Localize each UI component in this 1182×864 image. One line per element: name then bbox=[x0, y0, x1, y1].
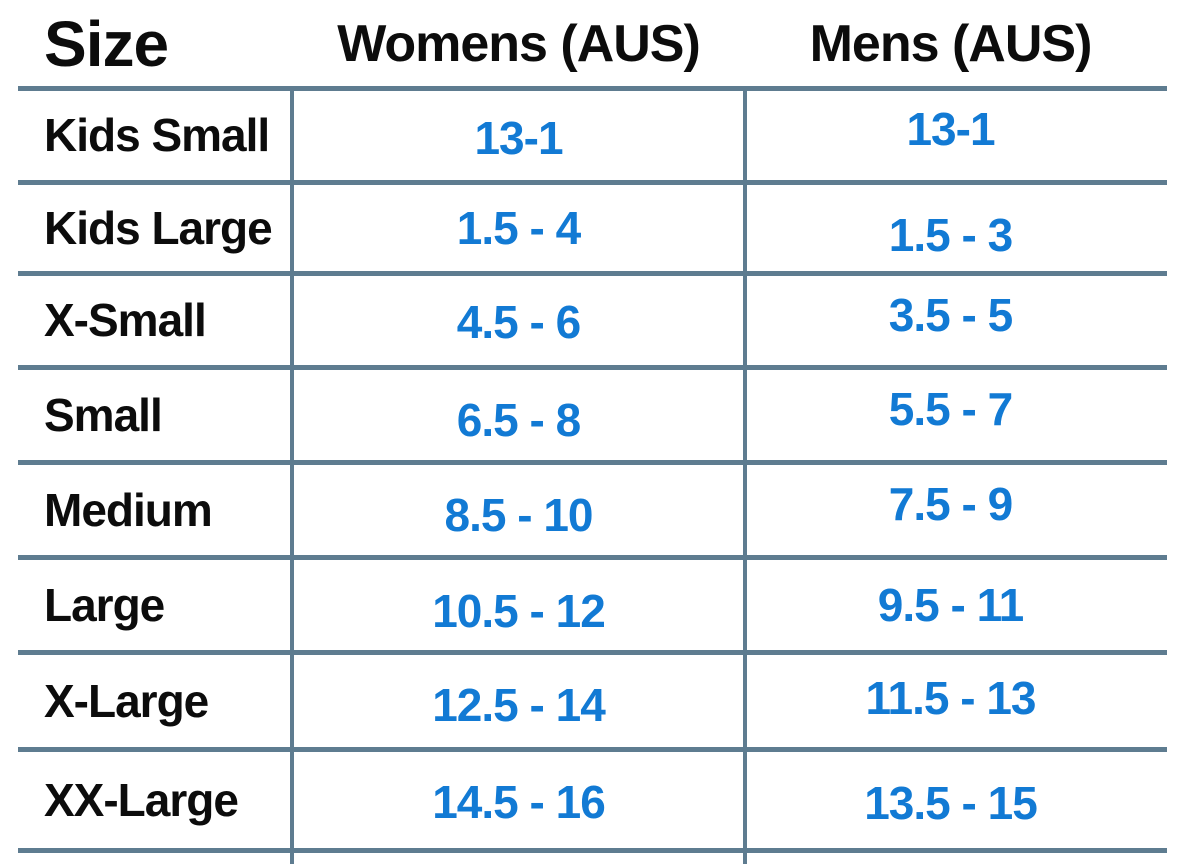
womens-value: 8.5 - 10 bbox=[444, 488, 594, 541]
size-label: XX-Large bbox=[44, 773, 239, 826]
mens-value: 13-1 bbox=[906, 103, 995, 155]
womens-value: 14.5 - 16 bbox=[432, 775, 606, 828]
womens-value: 13-1 bbox=[474, 112, 563, 164]
row-divider bbox=[18, 555, 1167, 560]
column-header-size: Size bbox=[44, 8, 169, 80]
size-label: Large bbox=[44, 578, 165, 631]
mens-value: 3.5 - 5 bbox=[888, 289, 1013, 341]
mens-value: 5.5 - 7 bbox=[888, 382, 1013, 435]
size-label: Kids Large bbox=[44, 201, 273, 254]
mens-value: 11.5 - 13 bbox=[865, 671, 1036, 724]
womens-value: 4.5 - 6 bbox=[456, 296, 581, 348]
column-divider bbox=[743, 88, 747, 864]
womens-value: 1.5 - 4 bbox=[456, 201, 581, 254]
size-label: Medium bbox=[44, 483, 213, 536]
column-divider bbox=[290, 88, 294, 864]
row-divider bbox=[18, 650, 1167, 655]
size-label: Kids Small bbox=[44, 109, 270, 161]
womens-value: 10.5 - 12 bbox=[432, 584, 606, 637]
mens-value: 7.5 - 9 bbox=[888, 477, 1013, 530]
row-divider bbox=[18, 365, 1167, 370]
mens-value: 9.5 - 11 bbox=[877, 578, 1024, 631]
womens-value: 12.5 - 14 bbox=[432, 678, 606, 731]
row-divider bbox=[18, 271, 1167, 276]
row-divider bbox=[18, 747, 1167, 752]
womens-value: 6.5 - 8 bbox=[456, 393, 581, 446]
size-label: X-Small bbox=[44, 294, 207, 346]
mens-value: 13.5 - 15 bbox=[864, 776, 1038, 829]
row-divider bbox=[18, 86, 1167, 91]
row-divider bbox=[18, 848, 1167, 853]
column-header-womens: Womens (AUS) bbox=[337, 15, 701, 73]
row-divider bbox=[18, 180, 1167, 185]
size-label: X-Large bbox=[44, 674, 209, 727]
mens-value: 1.5 - 3 bbox=[888, 208, 1013, 261]
column-header-mens: Mens (AUS) bbox=[809, 15, 1093, 73]
size-label: Small bbox=[44, 388, 163, 441]
row-divider bbox=[18, 460, 1167, 465]
